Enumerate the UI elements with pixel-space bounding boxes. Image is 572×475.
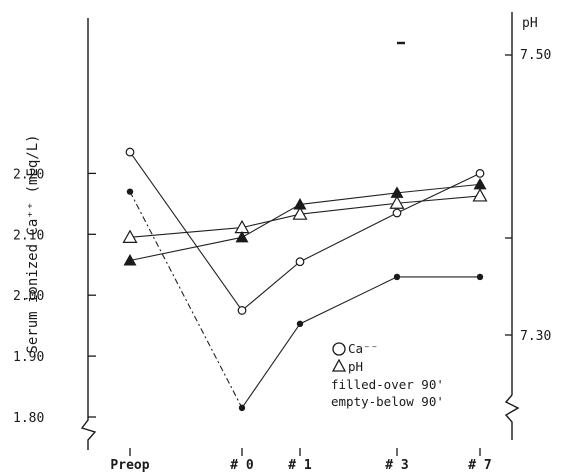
data-point-open-circle bbox=[392, 208, 402, 218]
data-point-open-triangle bbox=[389, 195, 405, 209]
data-point-filled-circle bbox=[238, 404, 246, 412]
data-point-open-triangle bbox=[292, 206, 308, 220]
series-line bbox=[241, 276, 480, 409]
data-point-filled-circle bbox=[393, 273, 401, 281]
data-point-open-circle bbox=[295, 257, 305, 267]
data-point-open-circle bbox=[475, 168, 485, 178]
x-tick-label: # 1 bbox=[288, 458, 312, 473]
x-tick-label: # 7 bbox=[468, 458, 491, 473]
data-point-open-triangle bbox=[122, 229, 138, 243]
legend-empty-note: empty-below 90' bbox=[331, 394, 444, 409]
legend-open-triangle-icon bbox=[331, 358, 347, 372]
data-point-filled-triangle bbox=[390, 186, 404, 198]
data-point-filled-triangle bbox=[123, 253, 137, 266]
y-tick-label: 2.10 bbox=[13, 228, 44, 243]
series bbox=[122, 147, 488, 412]
left-y-ticks: 1.80 1.90 2.00 2.10 2.20 bbox=[13, 167, 96, 426]
data-point-open-triangle bbox=[472, 188, 488, 202]
data-point-filled-triangle bbox=[293, 197, 307, 210]
axes bbox=[80, 12, 520, 450]
series-line bbox=[129, 151, 481, 312]
legend: Ca⁻⁻ pH filled-over 90' empty-below 90' bbox=[331, 341, 444, 409]
data-point-open-circle bbox=[237, 306, 247, 315]
y-tick-label: 1.90 bbox=[13, 350, 44, 365]
legend-open-circle-icon bbox=[332, 342, 346, 356]
right-y-ticks: 7.50 7.30 bbox=[520, 48, 551, 344]
x-axis-ticks: Preop # 0 # 1 # 3 # 7 bbox=[110, 448, 492, 473]
data-point-filled-circle bbox=[126, 188, 134, 195]
data-point-filled-circle bbox=[296, 320, 304, 328]
data-point-filled-triangle bbox=[473, 177, 487, 190]
x-tick-label: # 0 bbox=[230, 458, 254, 473]
y-tick-label: 2.20 bbox=[13, 167, 44, 182]
x-tick-label: Preop bbox=[110, 458, 149, 473]
data-point-filled-triangle bbox=[235, 230, 249, 243]
legend-filled-note: filled-over 90' bbox=[331, 377, 444, 392]
data-point-filled-circle bbox=[476, 273, 484, 281]
right-axis-label: pH bbox=[522, 16, 538, 31]
right-axis-break bbox=[504, 394, 520, 440]
right-y-tick-label: 7.30 bbox=[520, 329, 551, 344]
series-line bbox=[129, 183, 481, 262]
legend-ph-label: pH bbox=[348, 359, 363, 374]
y-axis-label: Serum ionized Ca⁺⁺ (mEq/L) bbox=[25, 134, 41, 353]
left-axis-line bbox=[80, 18, 97, 450]
y-tick-label: 1.80 bbox=[13, 411, 44, 426]
x-tick-label: # 3 bbox=[385, 458, 408, 473]
y-tick-label: 2.00 bbox=[13, 289, 44, 304]
series-line-segment bbox=[129, 191, 243, 409]
right-y-tick-label: 7.50 bbox=[520, 48, 551, 63]
legend-ca-label: Ca⁻⁻ bbox=[348, 341, 378, 356]
data-point-open-circle bbox=[125, 147, 135, 157]
